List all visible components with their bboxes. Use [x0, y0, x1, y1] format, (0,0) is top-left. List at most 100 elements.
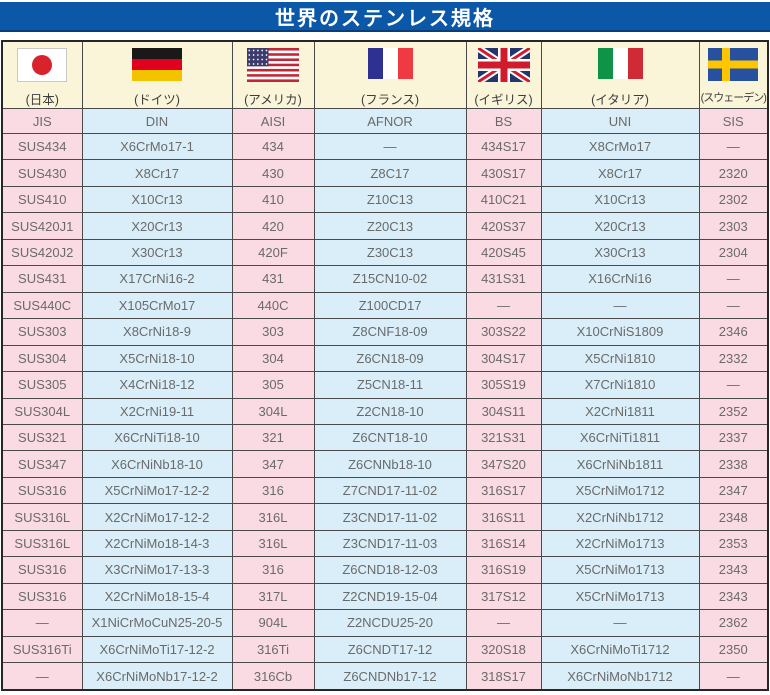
cell-uni: X6CrNiNb1811: [540, 450, 700, 478]
cell-aisi: 316Cb: [231, 662, 315, 691]
cell-bs: 320S18: [465, 635, 542, 664]
flag-usa-icon: [233, 48, 313, 85]
cell-jis: SUS410: [1, 185, 83, 214]
cell-din: X10Cr13: [81, 185, 233, 214]
cell-afnor: Z3CND17-11-02: [313, 503, 467, 531]
country-label-france: (フランス): [360, 93, 420, 107]
cell-bs: 305S19: [465, 371, 542, 399]
cell-jis: SUS303: [1, 318, 83, 346]
cell-aisi: 430: [231, 159, 315, 187]
table-row: SUS430 X8Cr17 430 Z8C17 430S17 X8Cr17 2320: [1, 159, 769, 187]
cell-aisi: 316: [231, 476, 315, 505]
cell-bs: 318S17: [465, 662, 542, 691]
table-row: SUS303 X8CrNi18-9 303 Z8CNF18-09 303S22 X10Cr…: [1, 318, 769, 346]
cell-aisi: 420F: [231, 238, 315, 267]
cell-uni: X6CrNiMoNb1712: [540, 662, 700, 691]
country-label-uk: (イギリス): [474, 93, 533, 107]
cell-jis: SUS440C: [1, 291, 83, 320]
cell-uni: X5CrNiMo1713: [540, 556, 700, 584]
cell-sis: —: [698, 132, 769, 161]
country-header-japan: (日本): [1, 40, 83, 109]
cell-bs: 321S31: [465, 423, 542, 452]
cell-din: X2CrNiMo17-12-2: [81, 503, 233, 531]
cell-afnor: Z15CN10-02: [313, 265, 467, 293]
cell-aisi: 347: [231, 450, 315, 478]
cell-sis: 2352: [698, 397, 769, 425]
cell-afnor: Z6CNNb18-10: [313, 450, 467, 478]
cell-din: X6CrNiMoNb17-12-2: [81, 662, 233, 691]
cell-sis: 2332: [698, 344, 769, 373]
standards-table: (日本) (ドイツ) (アメリカ) (フランス) (イギリス) (イタリア) (スウェーデン…: [1, 40, 769, 691]
cell-sis: 2304: [698, 238, 769, 267]
table-row: SUS321 X6CrNiTi18-10 321 Z6CNT18-10 321S31 X6…: [1, 423, 769, 452]
cell-uni: X16CrNi16: [540, 265, 700, 293]
country-label-japan: (日本): [25, 93, 59, 107]
table-row: SUS316Ti X6CrNiMoTi17-12-2 316Ti Z6CNDT17-1…: [1, 635, 769, 664]
standard-name-jis: JIS: [1, 108, 83, 134]
cell-afnor: Z6CNDNb17-12: [313, 662, 467, 691]
cell-afnor: Z2NCDU25-20: [313, 609, 467, 637]
flag-italy-icon: [542, 48, 698, 85]
cell-bs: 430S17: [465, 159, 542, 187]
table-row: SUS316 X5CrNiMo17-12-2 316 Z7CND17-11-02 316…: [1, 476, 769, 505]
cell-uni: X10Cr13: [540, 185, 700, 214]
cell-uni: —: [540, 609, 700, 637]
flag-sweden-icon: [700, 48, 767, 85]
cell-uni: X6CrNiMoTi1712: [540, 635, 700, 664]
cell-jis: SUS321: [1, 423, 83, 452]
cell-bs: 431S31: [465, 265, 542, 293]
cell-sis: 2320: [698, 159, 769, 187]
cell-aisi: 316Ti: [231, 635, 315, 664]
cell-din: X6CrNiTi18-10: [81, 423, 233, 452]
cell-jis: SUS430: [1, 159, 83, 187]
cell-sis: 2302: [698, 185, 769, 214]
cell-afnor: Z2CND19-15-04: [313, 582, 467, 611]
cell-din: X20Cr13: [81, 212, 233, 240]
table-row: SUS316L X2CrNiMo18-14-3 316L Z3CND17-11-03 3…: [1, 529, 769, 558]
cell-din: X6CrMo17-1: [81, 132, 233, 161]
flag-japan-icon: [3, 48, 81, 85]
cell-afnor: Z5CN18-11: [313, 371, 467, 399]
cell-afnor: Z8CNF18-09: [313, 318, 467, 346]
cell-bs: —: [465, 609, 542, 637]
cell-bs: 303S22: [465, 318, 542, 346]
table-row: SUS431 X17CrNi16-2 431 Z15CN10-02 431S31 X16C…: [1, 265, 769, 293]
cell-uni: X5CrNiMo1712: [540, 476, 700, 505]
cell-jis: SUS304L: [1, 397, 83, 425]
cell-din: X2CrNiMo18-14-3: [81, 529, 233, 558]
table-row: SUS316 X2CrNiMo18-15-4 317L Z2CND19-15-04 31…: [1, 582, 769, 611]
cell-sis: 2303: [698, 212, 769, 240]
cell-aisi: 440C: [231, 291, 315, 320]
cell-jis: SUS420J2: [1, 238, 83, 267]
cell-bs: 316S17: [465, 476, 542, 505]
standard-name-sis: SIS: [698, 108, 769, 134]
standard-name-uni: UNI: [540, 108, 700, 134]
standard-name-afnor: AFNOR: [313, 108, 467, 134]
cell-din: X3CrNiMo17-13-3: [81, 556, 233, 584]
cell-aisi: 316L: [231, 503, 315, 531]
cell-sis: —: [698, 662, 769, 691]
cell-sis: 2346: [698, 318, 769, 346]
cell-uni: X2CrNiMo1713: [540, 529, 700, 558]
cell-afnor: Z3CND17-11-03: [313, 529, 467, 558]
country-label-germany: (ドイツ): [134, 93, 180, 107]
cell-jis: SUS316: [1, 582, 83, 611]
country-flags-row: (日本) (ドイツ) (アメリカ) (フランス) (イギリス) (イタリア) (スウェーデン…: [1, 40, 769, 109]
cell-uni: —: [540, 291, 700, 320]
cell-jis: SUS420J1: [1, 212, 83, 240]
table-row: SUS316 X3CrNiMo17-13-3 316 Z6CND18-12-03 316…: [1, 556, 769, 584]
cell-uni: X2CrNi1811: [540, 397, 700, 425]
cell-bs: 347S20: [465, 450, 542, 478]
cell-din: X105CrMo17: [81, 291, 233, 320]
cell-bs: 316S11: [465, 503, 542, 531]
cell-bs: 304S17: [465, 344, 542, 373]
cell-afnor: Z7CND17-11-02: [313, 476, 467, 505]
cell-bs: —: [465, 291, 542, 320]
cell-sis: —: [698, 291, 769, 320]
country-header-uk: (イギリス): [465, 40, 542, 109]
flag-germany-icon: [83, 48, 231, 85]
cell-afnor: Z6CN18-09: [313, 344, 467, 373]
table-row: SUS347 X6CrNiNb18-10 347 Z6CNNb18-10 347S20 X…: [1, 450, 769, 478]
cell-uni: X5CrNiMo1713: [540, 582, 700, 611]
cell-uni: X2CrNiNb1712: [540, 503, 700, 531]
